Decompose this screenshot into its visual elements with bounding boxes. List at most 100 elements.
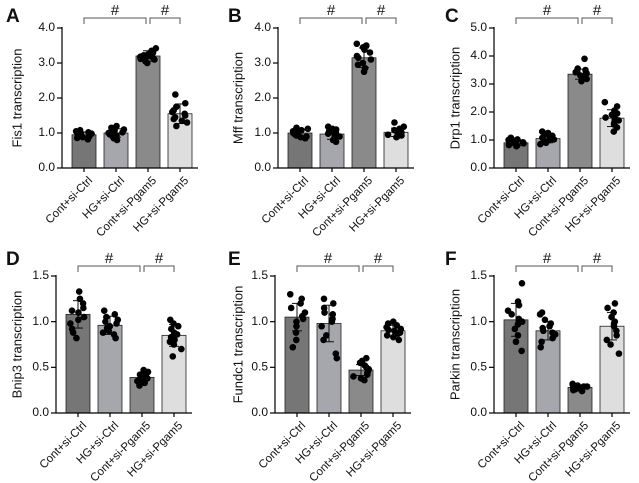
data-point: [582, 66, 589, 74]
data-point: [75, 309, 82, 316]
data-point: [110, 331, 118, 338]
data-point: [549, 329, 556, 336]
data-point: [152, 45, 160, 52]
data-point: [136, 371, 144, 378]
data-point: [514, 298, 522, 305]
data-point: [607, 341, 614, 348]
data-point: [293, 322, 300, 330]
data-point: [574, 65, 582, 72]
data-point: [353, 52, 361, 60]
data-point: [172, 91, 179, 98]
y-axis-label: Bnip3 transcription: [9, 291, 24, 399]
y-tick-label: 1.0: [254, 125, 271, 139]
significance-label: #: [593, 2, 602, 19]
data-point: [581, 55, 588, 63]
data-point: [324, 123, 332, 130]
data-point: [366, 49, 374, 56]
data-point: [541, 316, 549, 324]
data-point: [391, 126, 398, 134]
data-point: [383, 332, 391, 339]
data-point: [100, 307, 108, 315]
y-tick-label: 1.0: [251, 314, 268, 328]
data-point: [120, 126, 128, 133]
significance-bracket: #: [299, 2, 363, 24]
significance-bracket: #: [365, 2, 397, 24]
data-point: [384, 131, 392, 139]
data-point: [292, 336, 300, 344]
y-axis-label: Mff transcription: [230, 52, 245, 144]
data-point: [350, 373, 357, 380]
y-tick-label: 3.0: [254, 55, 271, 69]
data-point: [181, 110, 188, 118]
significance-label: #: [161, 2, 170, 19]
data-point: [613, 103, 621, 110]
data-point: [577, 72, 584, 79]
data-point: [76, 295, 84, 303]
y-tick-label: 2.0: [254, 90, 271, 104]
data-point: [178, 117, 186, 125]
data-point: [318, 322, 325, 330]
data-point: [357, 374, 365, 382]
y-tick-label: 0.5: [251, 360, 268, 374]
data-point: [73, 334, 80, 342]
y-axis-label: Fundc1 transcription: [230, 286, 245, 404]
x-tick-label: Cont+si-Pgam5: [88, 420, 153, 483]
y-axis-label: Fis1 transcription: [9, 49, 24, 148]
data-point: [183, 119, 191, 126]
data-point: [68, 307, 76, 315]
data-point: [166, 316, 174, 324]
bar: [567, 73, 593, 169]
data-point: [604, 304, 611, 312]
significance-bracket: #: [83, 2, 147, 24]
data-point: [169, 353, 177, 360]
data-point: [363, 42, 370, 49]
data-point: [293, 124, 300, 132]
x-tick-label: Cont+si-Pgam5: [526, 420, 591, 483]
panel-letter: C: [445, 6, 459, 27]
data-point: [391, 327, 398, 335]
data-point: [539, 324, 546, 332]
significance-label: #: [593, 250, 602, 267]
bar: [135, 55, 161, 169]
y-tick-label: 0.0: [38, 160, 55, 174]
data-point: [298, 295, 306, 303]
y-axis-label: Drp1 transcription: [447, 47, 462, 150]
data-point: [603, 336, 611, 344]
y-tick-label: 2.0: [38, 90, 55, 104]
data-point: [391, 119, 398, 126]
data-point: [75, 316, 82, 324]
data-point: [515, 315, 523, 323]
y-tick-label: 2.0: [470, 104, 487, 118]
data-point: [106, 322, 114, 330]
data-point: [519, 138, 527, 146]
data-point: [537, 343, 544, 351]
data-point: [580, 383, 588, 390]
data-point: [363, 354, 370, 362]
y-tick-label: 4.0: [254, 20, 271, 34]
data-point: [173, 122, 180, 130]
significance-bracket: #: [362, 250, 394, 272]
y-tick-label: 1.5: [470, 268, 487, 282]
data-point: [293, 318, 300, 325]
data-point: [615, 350, 623, 357]
data-point: [113, 132, 120, 139]
significance-label: #: [105, 250, 114, 267]
data-point: [320, 304, 328, 312]
data-point: [171, 113, 179, 121]
panel-letter: B: [228, 6, 242, 27]
data-point: [114, 316, 122, 324]
significance-label: #: [377, 2, 386, 19]
data-point: [574, 382, 582, 389]
significance-bracket: #: [515, 250, 579, 272]
panel-d: D Bnip3 transcription 0.0 0.5 1.0 1.5 Cont+si-…: [6, 249, 192, 483]
data-point: [181, 99, 189, 107]
data-point: [361, 64, 369, 72]
significance-label: #: [374, 250, 383, 267]
data-point: [359, 59, 367, 67]
data-point: [298, 126, 305, 134]
panel-f: F Parkin transcription 0.0 0.5 1.0 1.5 Cont+si…: [445, 249, 630, 483]
significance-bracket: #: [296, 250, 360, 272]
data-point: [601, 98, 609, 106]
data-point: [514, 332, 522, 339]
